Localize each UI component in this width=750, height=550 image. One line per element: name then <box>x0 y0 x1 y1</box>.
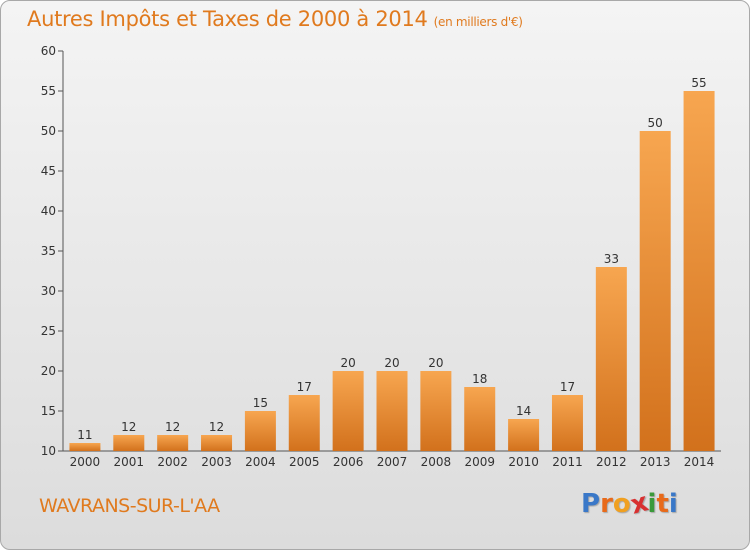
data-label-2005: 17 <box>297 380 312 394</box>
y-tick-label: 10 <box>41 444 56 458</box>
y-tick-label: 15 <box>41 404 56 418</box>
logo-letter: i <box>668 489 678 519</box>
y-tick-label: 50 <box>41 124 56 138</box>
bar-2006 <box>332 371 364 451</box>
bar-2011 <box>551 395 583 451</box>
commune-name: WAVRANS-SUR-L'AA <box>39 495 220 517</box>
logo-letter: i <box>647 489 657 519</box>
bar-2008 <box>420 371 452 451</box>
y-tick-label: 45 <box>41 164 56 178</box>
data-label-2003: 12 <box>209 420 224 434</box>
x-tick-label-2008: 2008 <box>421 455 452 469</box>
bar-2003 <box>201 435 233 451</box>
logo-letter: o <box>612 489 631 519</box>
bars: 11 12 12 12 15 17 20 20 20 18 14 17 33 50 55 <box>69 76 715 451</box>
proxiti-logo: Proxiti <box>581 487 678 520</box>
x-tick-label-2005: 2005 <box>289 455 320 469</box>
bar-2002 <box>157 435 189 451</box>
logo-letter: r <box>600 489 613 519</box>
x-tick-label-2002: 2002 <box>157 455 188 469</box>
logo-letter: t <box>656 489 669 519</box>
bar-2000 <box>69 443 101 451</box>
y-tick-label: 35 <box>41 244 56 258</box>
x-tick-label-2012: 2012 <box>596 455 627 469</box>
y-tick-label: 25 <box>41 324 56 338</box>
data-label-2013: 50 <box>648 116 663 130</box>
data-label-2004: 15 <box>253 396 268 410</box>
data-label-2008: 20 <box>428 356 443 370</box>
bar-2004 <box>244 411 276 451</box>
x-tick-label-2010: 2010 <box>508 455 539 469</box>
bar-2007 <box>376 371 408 451</box>
data-label-2009: 18 <box>472 372 487 386</box>
bar-2013 <box>639 131 671 451</box>
x-axis: 2000 2001 2002 2003 2004 2005 2006 2007 2008 2009… <box>63 450 721 469</box>
y-tick-label: 40 <box>41 204 56 218</box>
data-label-2007: 20 <box>384 356 399 370</box>
x-tick-label-2014: 2014 <box>684 455 715 469</box>
x-tick-label-2001: 2001 <box>114 455 145 469</box>
bar-2012 <box>595 267 627 451</box>
y-tick-label: 55 <box>41 84 56 98</box>
y-tick-label: 30 <box>41 284 56 298</box>
data-label-2000: 11 <box>77 428 92 442</box>
logo-letter: P <box>581 489 601 519</box>
x-tick-label-2011: 2011 <box>552 455 583 469</box>
data-label-2011: 17 <box>560 380 575 394</box>
bar-2001 <box>113 435 145 451</box>
data-label-2002: 12 <box>165 420 180 434</box>
y-tick-label: 20 <box>41 364 56 378</box>
data-label-2012: 33 <box>604 252 619 266</box>
x-tick-label-2004: 2004 <box>245 455 276 469</box>
data-label-2014: 55 <box>691 76 706 90</box>
data-label-2010: 14 <box>516 404 531 418</box>
chart-title: Autres Impôts et Taxes de 2000 à 2014 (en… <box>27 7 523 31</box>
x-tick-label-2007: 2007 <box>377 455 408 469</box>
bar-2010 <box>508 419 540 451</box>
bar-2009 <box>464 387 496 451</box>
y-axis: 10 15 20 25 30 35 40 45 50 55 60 <box>41 44 64 458</box>
x-tick-label-2003: 2003 <box>201 455 232 469</box>
bar-2014 <box>683 91 715 451</box>
data-label-2001: 12 <box>121 420 136 434</box>
y-tick-label: 60 <box>41 44 56 58</box>
bar-2005 <box>288 395 320 451</box>
x-tick-label-2000: 2000 <box>70 455 101 469</box>
data-label-2006: 20 <box>340 356 355 370</box>
chart-title-text: Autres Impôts et Taxes de 2000 à 2014 <box>27 7 428 31</box>
x-tick-label-2006: 2006 <box>333 455 364 469</box>
chart-unit: (en milliers d'€) <box>433 15 523 29</box>
x-tick-label-2009: 2009 <box>464 455 495 469</box>
x-tick-label-2013: 2013 <box>640 455 671 469</box>
